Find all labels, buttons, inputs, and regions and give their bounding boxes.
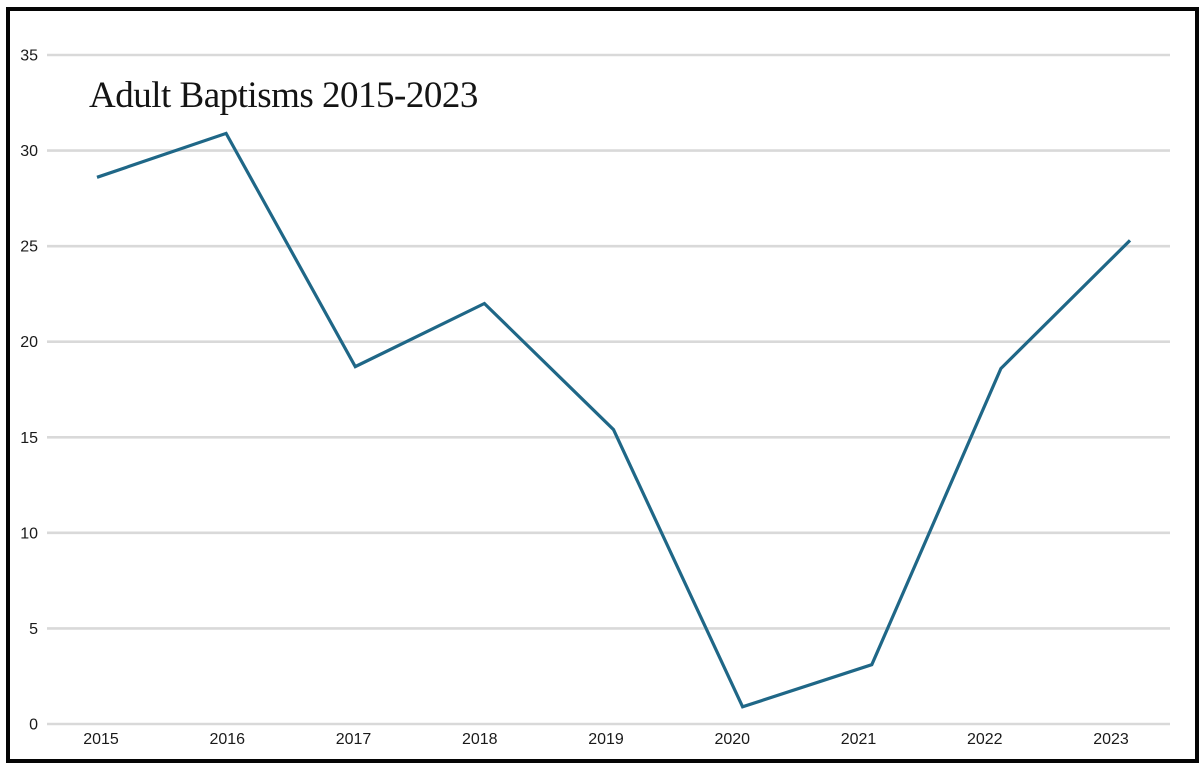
chart-border-frame bbox=[6, 7, 1199, 763]
y-axis-tick-label: 15 bbox=[20, 430, 38, 447]
y-axis-tick-label: 35 bbox=[20, 48, 38, 65]
x-axis-tick-label: 2023 bbox=[1093, 731, 1129, 748]
x-axis-tick-label: 2019 bbox=[588, 731, 624, 748]
data-line-series bbox=[96, 131, 1132, 709]
x-axis-tick-label: 2015 bbox=[83, 731, 119, 748]
y-axis-tick-label: 25 bbox=[20, 239, 38, 256]
x-axis-tick-label: 2022 bbox=[967, 731, 1003, 748]
y-axis-tick-label: 5 bbox=[29, 621, 38, 638]
x-axis-tick-label: 2016 bbox=[209, 731, 245, 748]
chart-title: Adult Baptisms 2015-2023 bbox=[89, 75, 478, 116]
y-axis-tick-label: 20 bbox=[20, 334, 38, 351]
x-axis-tick-label: 2018 bbox=[462, 731, 498, 748]
y-axis-tick-label: 30 bbox=[20, 143, 38, 160]
x-axis-tick-label: 2020 bbox=[714, 731, 750, 748]
x-axis-tick-label: 2017 bbox=[336, 731, 372, 748]
y-axis-tick-label: 0 bbox=[29, 717, 38, 734]
x-axis-tick-label: 2021 bbox=[841, 731, 877, 748]
y-axis-tick-label: 10 bbox=[20, 525, 38, 542]
